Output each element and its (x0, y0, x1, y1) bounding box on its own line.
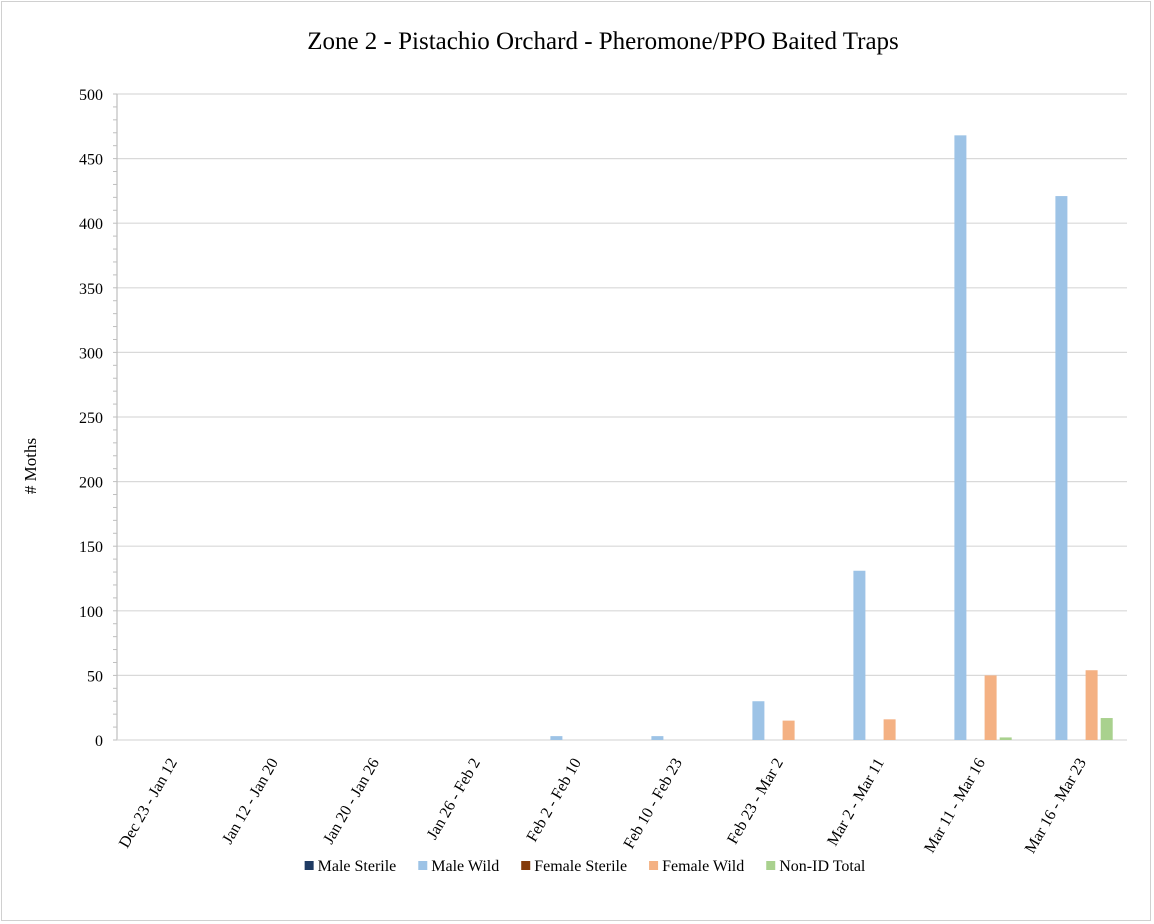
y-tick-label: 50 (87, 668, 103, 685)
legend-label: Female Sterile (534, 858, 627, 875)
bar-male-wild (550, 736, 563, 740)
bar-male-wild (1055, 196, 1068, 740)
y-tick-label: 400 (79, 216, 103, 233)
legend-swatch (766, 861, 776, 870)
bars (550, 135, 1113, 740)
y-tick-label: 200 (79, 475, 103, 492)
x-tick-label: Dec 23 - Jan 12 (116, 756, 181, 851)
bar-female-wild (782, 720, 795, 740)
y-tick-label: 450 (79, 152, 103, 169)
legend-item: Male Sterile (304, 858, 397, 875)
y-axis: 0 50 100 150 200 250 300 350 400 450 500 (79, 87, 118, 750)
chart-title: Zone 2 - Pistachio Orchard - Pheromone/P… (307, 28, 899, 55)
bar-male-wild (853, 570, 866, 740)
x-axis: Dec 23 - Jan 12 Jan 12 - Jan 20 Jan 20 - J… (116, 739, 1127, 857)
x-tick-label: Jan 20 - Jan 26 (320, 756, 383, 848)
legend-label: Non-ID Total (779, 858, 866, 875)
gridlines (117, 93, 1127, 677)
x-tick-label: Mar 11 - Mar 16 (921, 756, 989, 856)
y-tick-label: 300 (79, 345, 103, 362)
y-tick-label: 0 (95, 733, 103, 750)
legend-swatch (521, 861, 531, 870)
x-tick-label: Feb 10 - Feb 23 (621, 756, 686, 852)
legend-item: Female Sterile (521, 858, 627, 875)
x-tick-label: Feb 23 - Mar 2 (724, 756, 787, 848)
x-tick-label: Feb 2 - Feb 10 (524, 756, 585, 845)
y-tick-label: 250 (79, 410, 103, 427)
bar-non-id-total (1100, 718, 1113, 740)
bar-male-wild (651, 736, 664, 740)
y-tick-label: 500 (79, 87, 103, 104)
legend-item: Female Wild (649, 858, 744, 875)
y-tick-label: 150 (79, 539, 103, 556)
bar-non-id-total (999, 737, 1012, 740)
x-tick-label: Mar 16 - Mar 23 (1022, 756, 1090, 857)
legend-swatch (649, 861, 659, 870)
legend-item: Male Wild (418, 858, 499, 875)
legend-item: Non-ID Total (766, 858, 866, 875)
legend-swatch (304, 861, 314, 870)
y-tick-label: 350 (79, 281, 103, 298)
legend-label: Male Wild (431, 858, 499, 875)
x-tick-label: Mar 2 - Mar 11 (824, 756, 888, 849)
y-axis-label: # Moths (21, 438, 40, 494)
bar-female-wild (984, 675, 997, 740)
legend-swatch (418, 861, 428, 870)
x-tick-label: Jan 26 - Feb 2 (424, 756, 484, 843)
bar-female-wild (1085, 670, 1098, 740)
legend-label: Female Wild (662, 858, 744, 875)
y-tick-label: 100 (79, 604, 103, 621)
x-tick-label: Jan 12 - Jan 20 (219, 756, 282, 848)
legend: Male Sterile Male Wild Female Sterile Femal… (304, 858, 866, 875)
bar-male-wild (752, 701, 765, 740)
bar-male-wild (954, 135, 967, 740)
legend-label: Male Sterile (318, 858, 397, 875)
bar-female-wild (883, 719, 896, 740)
